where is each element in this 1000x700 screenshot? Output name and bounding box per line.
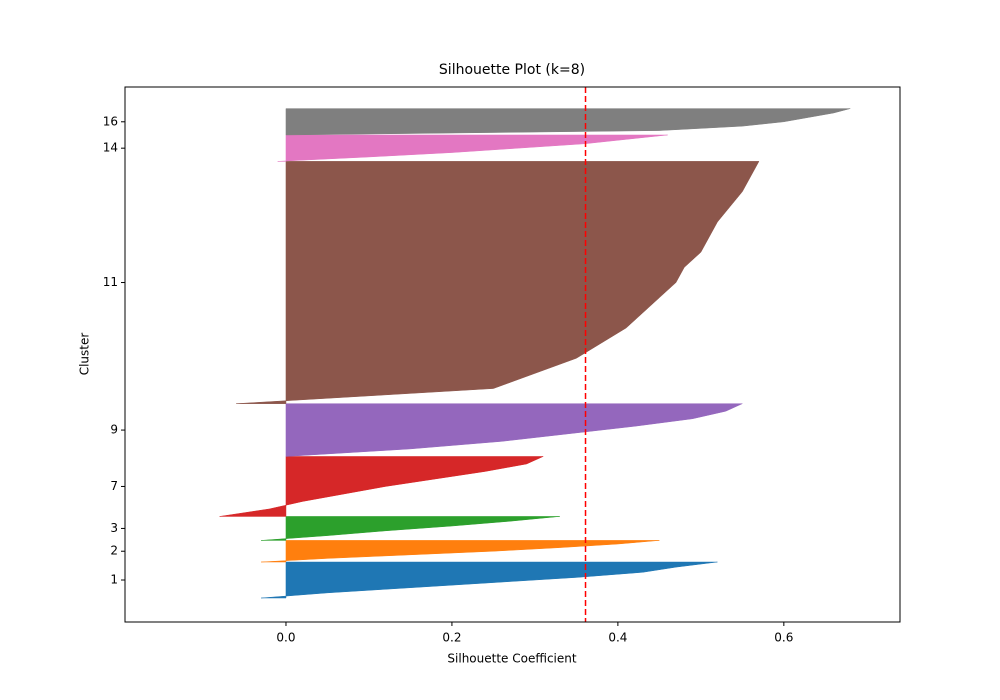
y-tick-label: 14 (103, 141, 118, 155)
x-axis-label: Silhouette Coefficient (447, 652, 576, 666)
y-tick-label: 2 (110, 544, 118, 558)
silhouette-band (261, 561, 718, 599)
x-tick-label: 0.6 (774, 631, 793, 645)
silhouette-band (236, 161, 760, 404)
y-tick-label: 1 (110, 573, 118, 587)
y-tick-label: 16 (103, 114, 118, 128)
x-tick-label: 0.4 (608, 631, 627, 645)
silhouette-band (219, 456, 544, 517)
plot-frame (124, 86, 901, 623)
silhouette-band (285, 403, 743, 457)
y-tick-label: 11 (103, 275, 118, 289)
y-axis-label: Cluster (78, 333, 92, 376)
silhouette-band (261, 540, 660, 563)
silhouette-band (261, 516, 560, 541)
silhouette-band (277, 134, 668, 162)
x-tick-label: 0.2 (442, 631, 461, 645)
y-tick-label: 3 (110, 521, 118, 535)
y-tick-label: 7 (110, 479, 118, 493)
y-tick-label: 9 (110, 423, 118, 437)
x-tick-label: 0.0 (276, 631, 295, 645)
chart-title: Silhouette Plot (k=8) (439, 62, 585, 78)
silhouette-band (285, 108, 851, 136)
